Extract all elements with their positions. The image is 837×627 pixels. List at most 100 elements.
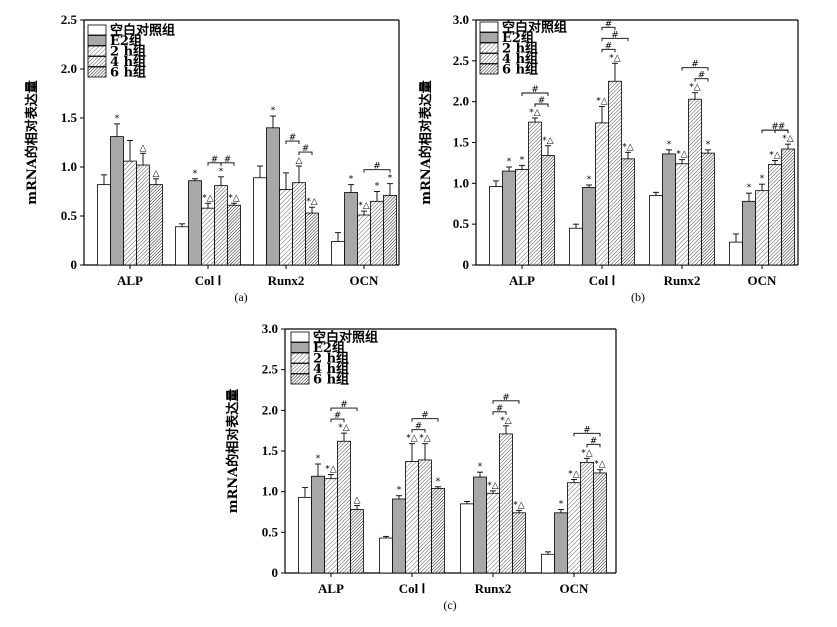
- bar: [541, 155, 555, 266]
- bar: [201, 207, 215, 266]
- legend-label: 2 h组: [502, 41, 538, 57]
- significance-bracket: [521, 92, 549, 96]
- significance-bracket: [363, 169, 391, 173]
- legend-label: 2 h组: [110, 44, 146, 60]
- bar: [662, 153, 676, 266]
- significance-label: *△: [622, 142, 634, 152]
- significance-bracket: [411, 418, 439, 422]
- y-tick-label: 1.0: [61, 159, 77, 174]
- legend-swatch: [290, 352, 310, 364]
- bar: [149, 184, 163, 266]
- bar: [418, 459, 432, 574]
- panel-label: (c): [443, 598, 456, 612]
- y-tick-label: 0.5: [61, 208, 78, 223]
- significance-label: *: [436, 477, 441, 487]
- bar: [473, 476, 487, 574]
- significance-bracket: [492, 400, 520, 404]
- legend-swatch: [87, 56, 107, 67]
- significance-label: *△: [487, 481, 499, 491]
- significance-label: △: [140, 143, 147, 153]
- significance-label: *△: [406, 434, 418, 444]
- bracket-label: #: [605, 41, 613, 51]
- bar: [383, 195, 397, 266]
- legend-label: E2组: [502, 30, 534, 46]
- legend-swatch: [87, 45, 107, 57]
- legend-label: 空白对照组: [110, 23, 175, 39]
- bar: [582, 187, 596, 266]
- significance-label: *△: [596, 97, 608, 107]
- legend-swatch: [87, 66, 107, 78]
- significance-bracket: [330, 407, 358, 412]
- significance-label: △: [153, 169, 160, 179]
- legend-label: E2组: [313, 340, 345, 356]
- significance-label: *△: [568, 469, 580, 479]
- x-tick-label: ALP: [509, 273, 535, 288]
- bar: [569, 227, 583, 266]
- significance-label: *: [587, 175, 592, 185]
- significance-label: *: [271, 106, 276, 116]
- significance-bracket: [492, 411, 507, 415]
- bar: [528, 121, 542, 266]
- legend-label: 4 h组: [110, 54, 146, 70]
- significance-label: *: [316, 454, 321, 464]
- legend-swatch: [290, 331, 310, 343]
- y-tick-label: 1.5: [61, 110, 78, 125]
- x-tick-label: Runx2: [268, 273, 305, 288]
- y-tick-label: 1.0: [262, 484, 278, 499]
- x-tick-label: Col Ⅰ: [589, 273, 616, 288]
- legend-label: 4 h组: [313, 361, 349, 377]
- bracket-label: #: [224, 155, 232, 165]
- x-tick-label: OCN: [560, 581, 590, 596]
- bracket-label: #: [334, 411, 342, 421]
- legend-swatch: [479, 32, 499, 43]
- y-tick-label: 2.0: [61, 61, 77, 76]
- bracket-label: #: [415, 422, 423, 432]
- bar: [188, 180, 202, 266]
- significance-bracket: [694, 78, 709, 82]
- legend-swatch: [87, 35, 107, 46]
- bar: [742, 200, 756, 266]
- panel-label: (a): [234, 290, 247, 304]
- bar: [175, 226, 189, 266]
- bar: [311, 475, 325, 574]
- bracket-label: #: [698, 71, 706, 81]
- bar: [460, 503, 474, 574]
- significance-label: *△: [529, 108, 541, 118]
- significance-bracket: [601, 26, 616, 31]
- legend-label: 空白对照组: [502, 20, 567, 36]
- bar: [136, 164, 150, 266]
- bar: [324, 478, 338, 574]
- significance-label: *: [747, 183, 752, 193]
- bar: [357, 214, 371, 266]
- x-tick-label: ALP: [318, 581, 344, 596]
- significance-bracket: [411, 429, 426, 433]
- significance-label: △: [296, 156, 303, 166]
- significance-label: *: [388, 174, 393, 184]
- significance-label: *△: [581, 448, 593, 458]
- bracket-label: #: [583, 425, 591, 435]
- bar: [344, 192, 358, 266]
- significance-label: *△: [542, 136, 554, 146]
- bar: [379, 537, 393, 574]
- bracket-label: #: [771, 122, 779, 132]
- significance-bracket: [285, 140, 300, 145]
- significance-label: *: [760, 174, 765, 184]
- bracket-label: #: [496, 404, 504, 414]
- y-tick-label: 1.5: [453, 135, 470, 150]
- panel-label: (b): [631, 290, 645, 304]
- y-tick-label: 1.5: [262, 443, 279, 458]
- significance-label: *△: [676, 150, 688, 160]
- significance-label: *: [478, 462, 483, 472]
- bar: [502, 170, 516, 266]
- legend-swatch: [87, 24, 107, 36]
- y-axis-label: mRNA的相对表达量: [418, 80, 434, 205]
- bar: [266, 127, 280, 266]
- significance-label: *: [706, 140, 711, 150]
- bar: [701, 152, 715, 266]
- bracket-label: #: [340, 400, 348, 410]
- significance-bracket: [681, 67, 709, 71]
- significance-label: *△: [500, 416, 512, 426]
- legend-swatch: [290, 363, 310, 374]
